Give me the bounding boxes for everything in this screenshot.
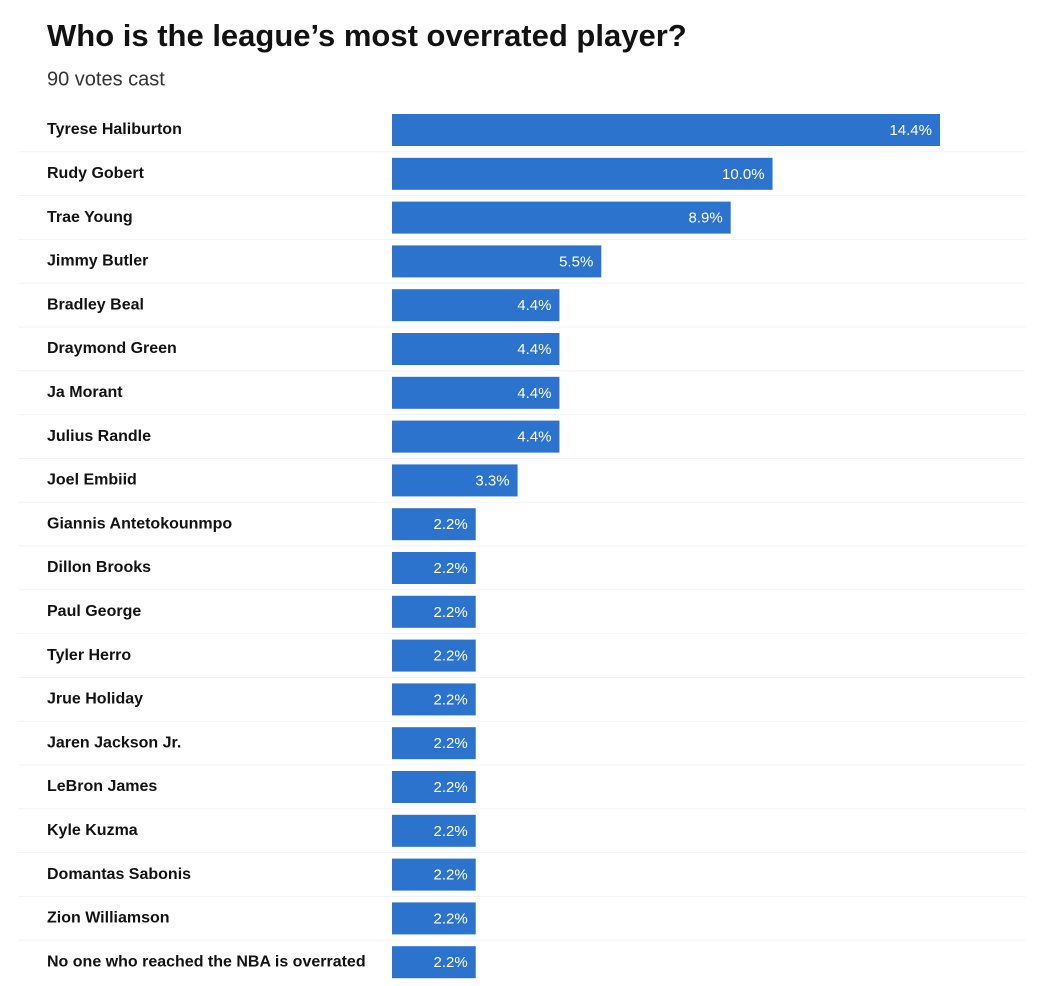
value-label: 4.4% [517, 297, 551, 314]
bar [392, 376, 560, 409]
value-label: 4.4% [517, 385, 551, 402]
chart-title: Who is the league’s most overrated playe… [47, 18, 687, 53]
category-label: No one who reached the NBA is overrated [47, 953, 366, 970]
bar [392, 683, 476, 716]
bar [392, 333, 560, 365]
category-label: Bradley Beal [47, 296, 144, 313]
value-label: 14.4% [889, 122, 932, 139]
bar [392, 552, 476, 584]
value-label: 2.2% [434, 691, 468, 708]
bar [392, 639, 476, 672]
bar [392, 157, 773, 190]
chart-subtitle: 90 votes cast [47, 68, 165, 90]
category-label: Ja Morant [47, 384, 123, 401]
value-label: 2.2% [434, 604, 468, 621]
category-label: Kyle Kuzma [47, 822, 138, 839]
bar [392, 508, 476, 541]
category-label: Julius Randle [47, 428, 151, 445]
bar [392, 858, 476, 891]
value-label: 10.0% [722, 166, 765, 183]
bar [392, 420, 560, 453]
category-label: Domantas Sabonis [47, 866, 191, 883]
bar [392, 814, 476, 847]
bar [392, 114, 940, 146]
category-label: Giannis Antetokounmpo [47, 515, 232, 532]
category-label: Trae Young [47, 209, 133, 226]
category-label: Jaren Jackson Jr. [47, 734, 181, 751]
value-label: 2.2% [434, 516, 468, 533]
bar [392, 946, 476, 979]
value-label: 2.2% [434, 954, 468, 971]
bar [392, 245, 602, 278]
category-label: Draymond Green [47, 340, 177, 357]
bar [392, 201, 731, 234]
value-label: 2.2% [434, 910, 468, 927]
value-label: 2.2% [434, 735, 468, 752]
bar [392, 289, 560, 322]
value-label: 4.4% [517, 429, 551, 446]
category-label: Dillon Brooks [47, 559, 151, 576]
value-label: 2.2% [434, 779, 468, 796]
value-label: 8.9% [688, 210, 722, 227]
value-label: 3.3% [475, 472, 509, 489]
value-label: 2.2% [434, 867, 468, 884]
value-label: 2.2% [434, 560, 468, 577]
category-label: Jrue Holiday [47, 691, 143, 708]
value-label: 2.2% [434, 823, 468, 840]
category-label: Joel Embiid [47, 472, 137, 489]
bar [392, 595, 476, 628]
category-label: Paul George [47, 603, 141, 620]
value-label: 5.5% [559, 253, 593, 270]
category-label: Rudy Gobert [47, 165, 145, 182]
category-label: LeBron James [47, 778, 157, 795]
bar [392, 464, 518, 497]
bar [392, 727, 476, 760]
category-label: Zion Williamson [47, 910, 170, 927]
value-label: 2.2% [434, 648, 468, 665]
bar [392, 902, 476, 935]
value-label: 4.4% [517, 341, 551, 358]
category-label: Tyrese Haliburton [47, 121, 182, 138]
category-label: Tyler Herro [47, 647, 131, 664]
bar [392, 771, 476, 803]
category-label: Jimmy Butler [47, 253, 148, 270]
